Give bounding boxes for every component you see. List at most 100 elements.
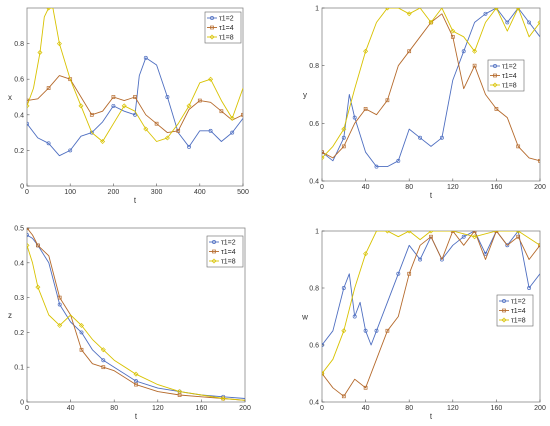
series-point-2 — [229, 115, 235, 121]
series-point-0 — [396, 158, 401, 163]
series-point-0 — [505, 243, 510, 248]
series-point-1 — [407, 49, 412, 54]
x-tick-label: 200 — [239, 405, 251, 412]
y-tick-label: 0.5 — [14, 226, 24, 233]
series-point-2 — [384, 8, 390, 11]
series-line-1 — [27, 75, 243, 134]
panel-z: 0 40 80 120 160 200 0 0.1 0.2 0.3 0.4 0.5 t z τ1=2 τ1=4… — [8, 226, 251, 422]
x-tick-label: 200 — [534, 405, 546, 412]
x-tick-label: 120 — [152, 405, 164, 412]
series-point-1 — [176, 128, 181, 133]
y-tick-label: 0.8 — [309, 63, 319, 70]
series-point-2 — [322, 371, 325, 376]
series-point-2 — [100, 347, 106, 353]
legend-label-1: τ1=4 — [511, 308, 526, 315]
legend-marker-2 — [209, 34, 215, 40]
legend-marker-1 — [212, 249, 216, 254]
x-tick-label: 160 — [196, 405, 208, 412]
series-point-2 — [515, 8, 521, 11]
series-point-2 — [100, 139, 106, 144]
series-point-0 — [134, 379, 138, 384]
y-tick-label: 0.6 — [309, 343, 319, 350]
y-tick-label: 0.2 — [14, 148, 24, 155]
series-point-2 — [363, 251, 369, 257]
series-point-0 — [461, 234, 466, 239]
y-axis-label: y — [303, 91, 307, 100]
series-point-0 — [165, 95, 170, 99]
x-tick-label: 120 — [447, 405, 459, 412]
series-point-2 — [406, 11, 412, 17]
series-point-2 — [341, 126, 347, 132]
x-tick-label: 300 — [151, 189, 163, 196]
y-axis-label: w — [301, 313, 308, 322]
series-point-2 — [164, 135, 170, 141]
series-line-1 — [27, 228, 245, 401]
y-tick-label: 0.8 — [14, 41, 24, 48]
legend: τ1=2 τ1=4 τ1=8 — [487, 59, 525, 92]
legend-marker-0 — [210, 16, 214, 20]
series-point-1 — [407, 271, 412, 276]
series-point-1 — [219, 109, 224, 114]
series-point-0 — [396, 271, 401, 276]
series-point-0 — [374, 164, 379, 169]
series-point-1 — [429, 234, 433, 239]
series-point-1 — [538, 243, 540, 248]
series-point-0 — [461, 49, 466, 54]
legend-label-0: τ1=2 — [221, 240, 236, 247]
legend-marker-0 — [493, 64, 497, 68]
legend-label-1: τ1=4 — [221, 249, 236, 256]
series-point-2 — [208, 76, 214, 82]
series-point-0 — [57, 302, 62, 307]
x-tick-label: 0 — [25, 189, 29, 196]
series-point-2 — [27, 103, 30, 109]
series-point-1 — [322, 371, 324, 376]
series-point-2 — [322, 155, 325, 161]
legend-marker-0 — [502, 299, 506, 303]
series-point-1 — [111, 95, 116, 99]
y-tick-label: 0.1 — [14, 365, 24, 372]
series-point-2 — [493, 8, 499, 11]
series-point-0 — [439, 257, 444, 262]
series-point-1 — [363, 107, 368, 111]
series-point-2 — [406, 231, 412, 234]
series-line-0 — [27, 57, 243, 157]
series-point-0 — [143, 55, 148, 60]
legend-marker-0 — [212, 240, 216, 244]
x-tick-label: 160 — [491, 184, 503, 191]
x-tick-label: 120 — [447, 184, 459, 191]
series-point-0 — [418, 257, 423, 262]
x-tick-label: 40 — [67, 405, 75, 412]
series-point-2 — [133, 371, 139, 377]
y-tick-label: 0.4 — [14, 260, 24, 267]
series-point-2 — [46, 8, 52, 11]
series-point-1 — [101, 365, 106, 370]
y-tick-label: 0.4 — [309, 179, 319, 186]
series-point-0 — [352, 314, 357, 319]
series-line-2 — [27, 245, 245, 401]
series-point-2 — [177, 389, 183, 395]
y-tick-label: 0.4 — [14, 112, 24, 119]
x-tick-label: 200 — [534, 184, 546, 191]
series-point-0 — [46, 141, 51, 146]
series-point-2 — [472, 48, 478, 54]
series-point-1 — [450, 34, 455, 39]
x-tick-label: 200 — [108, 189, 120, 196]
legend-marker-1 — [493, 73, 497, 78]
series-point-1 — [450, 231, 455, 233]
y-axis-label: x — [8, 93, 12, 102]
y-tick-label: 0 — [20, 184, 24, 191]
series-point-0 — [187, 144, 191, 149]
series-point-1 — [197, 98, 202, 103]
series-point-1 — [134, 382, 138, 387]
series-point-0 — [363, 328, 368, 333]
x-tick-label: 40 — [362, 405, 370, 412]
x-axis-label: t — [135, 412, 138, 421]
legend-marker-2 — [501, 317, 507, 323]
series-point-2 — [78, 103, 84, 109]
legend-label-0: τ1=2 — [511, 299, 526, 306]
series-point-1 — [472, 231, 477, 233]
x-tick-label: 100 — [64, 189, 76, 196]
legend-marker-2 — [211, 258, 217, 264]
series-point-1 — [363, 385, 368, 390]
series-point-2 — [186, 103, 192, 109]
